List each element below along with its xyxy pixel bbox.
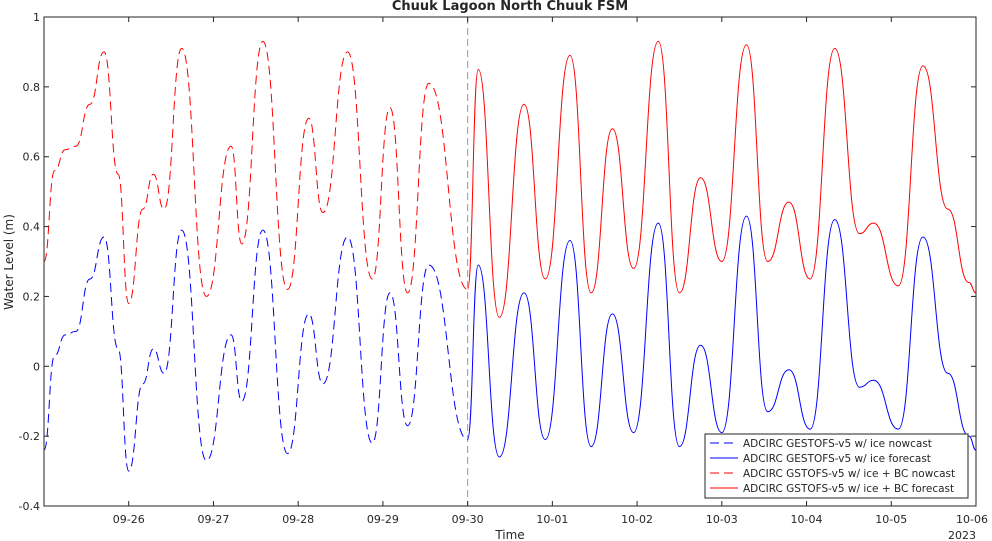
legend-entry-label: ADCIRC GSTOFS-v5 w/ ice + BC nowcast xyxy=(743,468,955,480)
x-tick-label: 10-03 xyxy=(706,513,738,526)
legend-box xyxy=(704,433,969,499)
x-axis: 09-26 09-27 09-28 09-29 09-30 10-01 10-02 10-03… xyxy=(113,17,988,526)
chart-title: Chuuk Lagoon North Chuuk FSM xyxy=(392,0,628,14)
y-tick-label: 0.4 xyxy=(23,221,41,234)
series-3 xyxy=(467,40,977,318)
series-line xyxy=(43,229,468,472)
y-tick-label: 1 xyxy=(33,11,40,24)
series-1 xyxy=(467,215,977,458)
x-tick-label: 10-01 xyxy=(536,513,568,526)
x-tick-label: 09-27 xyxy=(197,513,229,526)
y-tick-label: 0.8 xyxy=(23,81,41,94)
plot-frame xyxy=(43,16,977,507)
legend-entry-label: ADCIRC GSTOFS-v5 w/ ice + BC forecast xyxy=(743,483,954,495)
x-tick-label: 10-02 xyxy=(621,513,653,526)
series-line xyxy=(467,215,977,458)
legend: ADCIRC GESTOFS-v5 w/ ice nowcast ADCIRC G… xyxy=(704,433,969,499)
series-line xyxy=(467,40,977,318)
y-tick-label: 0.2 xyxy=(23,290,41,303)
x-tick-label: 10-05 xyxy=(875,513,907,526)
x-tick-label: 09-26 xyxy=(113,513,145,526)
x-tick-label: 09-28 xyxy=(282,513,314,526)
legend-entry-label: ADCIRC GESTOFS-v5 w/ ice forecast xyxy=(743,453,931,465)
y-tick-label: -0.2 xyxy=(19,430,40,443)
y-axis: -0.4 -0.2 0 0.2 0.4 0.6 0.8 1 xyxy=(19,11,976,513)
x-axis-year-label: 2023 xyxy=(948,529,976,541)
y-tick-label: -0.4 xyxy=(19,500,40,513)
y-axis-label: Water Level (m) xyxy=(2,214,16,310)
x-tick-label: 09-30 xyxy=(452,513,484,526)
series-0 xyxy=(43,229,468,472)
x-axis-label: Time xyxy=(494,528,524,541)
series-line xyxy=(43,40,468,304)
y-tick-label: 0.6 xyxy=(23,151,41,164)
series-2 xyxy=(43,40,468,304)
x-tick-label: 09-29 xyxy=(367,513,399,526)
y-tick-label: 0 xyxy=(33,360,40,373)
legend-entry-label: ADCIRC GESTOFS-v5 w/ ice nowcast xyxy=(743,438,932,450)
x-tick-label: 10-06 xyxy=(956,513,988,526)
x-tick-label: 10-04 xyxy=(791,513,823,526)
series-layer xyxy=(43,17,977,506)
